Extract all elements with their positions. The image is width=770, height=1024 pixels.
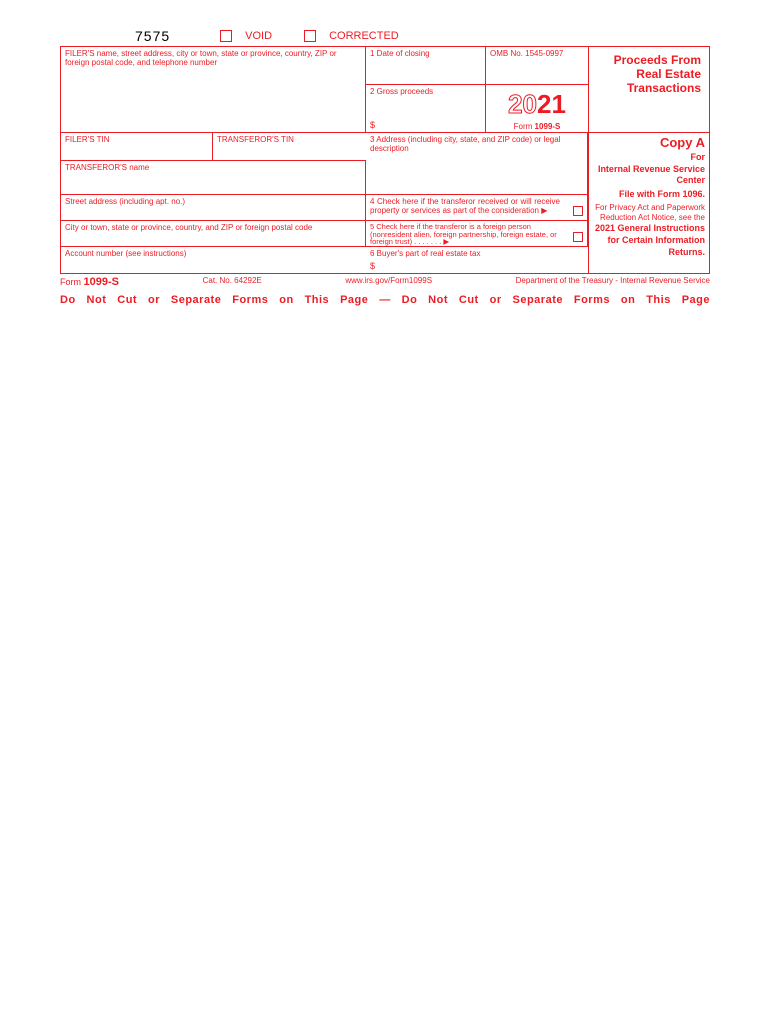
year-box: 2021 Form 1099-S bbox=[486, 85, 588, 133]
box-5[interactable]: 5 Check here if the transferor is a fore… bbox=[366, 221, 588, 247]
box-6[interactable]: 6 Buyer's part of real estate tax $ bbox=[366, 247, 588, 273]
form-main-title: Proceeds From Real Estate Transactions bbox=[593, 49, 705, 99]
box4-label: 4 Check here if the transferor received … bbox=[370, 197, 560, 215]
dollar-sign-6: $ bbox=[370, 261, 375, 271]
copy-a-file: File with Form 1096. bbox=[593, 189, 705, 201]
street-label: Street address (including apt. no.) bbox=[65, 197, 185, 206]
dollar-sign-2: $ bbox=[370, 120, 375, 130]
transferor-tin-label: TRANSFEROR'S TIN bbox=[217, 135, 294, 144]
header-row: 7575 VOID CORRECTED bbox=[60, 28, 710, 44]
filer-name-block[interactable]: FILER'S name, street address, city or to… bbox=[61, 47, 366, 133]
city-label: City or town, state or province, country… bbox=[65, 223, 312, 232]
account-number[interactable]: Account number (see instructions) bbox=[61, 247, 366, 273]
footer-form-word: Form bbox=[60, 277, 81, 287]
street-address[interactable]: Street address (including apt. no.) bbox=[61, 195, 366, 221]
transferor-name[interactable]: TRANSFEROR'S name bbox=[61, 161, 366, 195]
footer: Form 1099-S Cat. No. 64292E www.irs.gov/… bbox=[60, 274, 710, 290]
year-outline: 20 bbox=[508, 89, 537, 119]
copy-a-panel: Copy A For Internal Revenue Service Cent… bbox=[588, 133, 709, 273]
box-2[interactable]: 2 Gross proceeds $ bbox=[366, 85, 486, 133]
form-num-inline: 1099-S bbox=[535, 122, 561, 131]
filer-tin-label: FILER'S TIN bbox=[65, 135, 110, 144]
box1-label: 1 Date of closing bbox=[370, 49, 430, 58]
account-label: Account number (see instructions) bbox=[65, 249, 186, 258]
corrected-label: CORRECTED bbox=[329, 30, 399, 42]
corrected-checkbox[interactable] bbox=[304, 30, 316, 42]
footer-form-num: 1099-S bbox=[84, 276, 119, 288]
footer-url: www.irs.gov/Form1099S bbox=[345, 276, 432, 288]
filer-tin[interactable]: FILER'S TIN bbox=[61, 133, 213, 161]
box-1[interactable]: 1 Date of closing bbox=[366, 47, 486, 85]
footer-cat: Cat. No. 64292E bbox=[203, 276, 262, 288]
copy-a-privacy: For Privacy Act and Paperwork Reduction … bbox=[593, 203, 705, 224]
form-number-top: 7575 bbox=[135, 28, 170, 44]
transferor-tin[interactable]: TRANSFEROR'S TIN bbox=[213, 133, 366, 161]
box5-checkbox[interactable] bbox=[573, 232, 583, 242]
copy-a-for: For bbox=[593, 152, 705, 164]
copy-a-title: Copy A bbox=[593, 135, 705, 152]
city-state[interactable]: City or town, state or province, country… bbox=[61, 221, 366, 247]
box6-label: 6 Buyer's part of real estate tax bbox=[370, 249, 480, 258]
footer-dept: Department of the Treasury - Internal Re… bbox=[516, 276, 710, 288]
filer-name-label: FILER'S name, street address, city or to… bbox=[65, 49, 337, 67]
void-label: VOID bbox=[245, 30, 272, 42]
box5-label: 5 Check here if the transferor is a fore… bbox=[370, 223, 560, 246]
do-not-cut-warning: Do Not Cut or Separate Forms on This Pag… bbox=[60, 294, 710, 306]
box3-label: 3 Address (including city, state, and ZI… bbox=[370, 135, 560, 153]
form-container: FILER'S name, street address, city or to… bbox=[60, 46, 710, 274]
copy-a-instructions: 2021 General Instructions for Certain In… bbox=[593, 223, 705, 258]
omb-label: OMB No. 1545-0997 bbox=[490, 49, 563, 58]
box4-checkbox[interactable] bbox=[573, 206, 583, 216]
void-checkbox[interactable] bbox=[220, 30, 232, 42]
transferor-name-label: TRANSFEROR'S name bbox=[65, 163, 149, 172]
box-3[interactable]: 3 Address (including city, state, and ZI… bbox=[366, 133, 588, 195]
box2-label: 2 Gross proceeds bbox=[370, 87, 433, 96]
box-4[interactable]: 4 Check here if the transferor received … bbox=[366, 195, 588, 221]
copy-a-irs: Internal Revenue Service Center bbox=[593, 164, 705, 187]
omb-box: OMB No. 1545-0997 bbox=[486, 47, 588, 85]
year-solid: 21 bbox=[537, 89, 566, 119]
